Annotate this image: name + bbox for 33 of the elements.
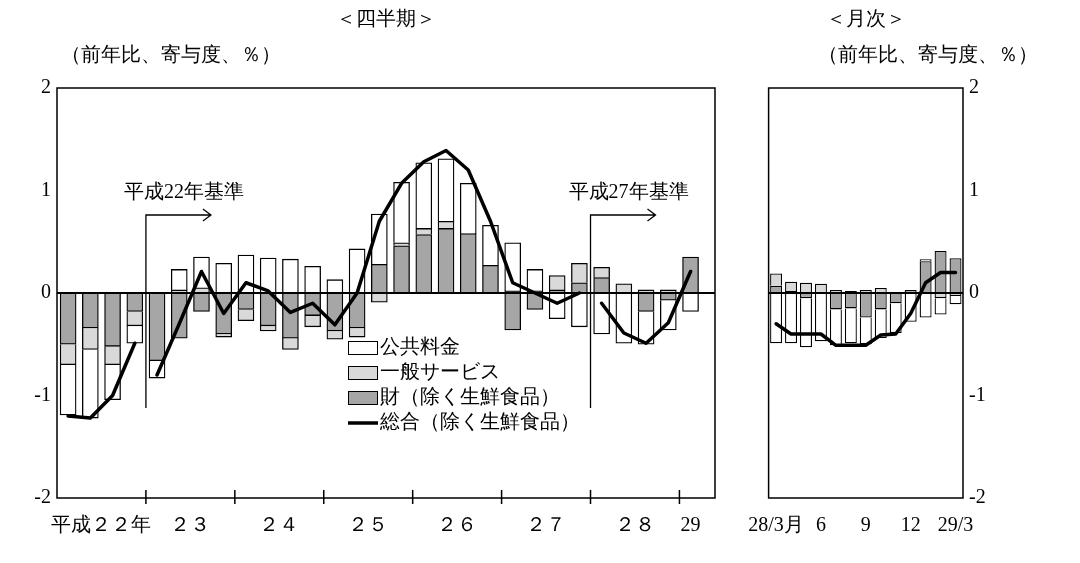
y2-axis-title: （前年比、寄与度、％） <box>818 43 1038 66</box>
x-tick-label: 29 <box>680 513 701 536</box>
y2-tick-label: 0 <box>969 280 979 303</box>
x-tick-label: ２７ <box>526 513 567 536</box>
legend-label: 総合（除く生鮮食品） <box>379 410 580 433</box>
y-tick-label: 2 <box>41 75 51 98</box>
ref-line-label: 平成22年基準 <box>123 180 244 203</box>
x-tick-label: ２４ <box>259 513 300 536</box>
legend-label: 公共料金 <box>380 335 460 358</box>
legend-label: 一般サービス <box>380 360 500 383</box>
chart-title: ＜四半期＞ <box>336 7 436 30</box>
x-tick-label: 6 <box>815 513 826 536</box>
x-tick-label: 9 <box>860 513 871 536</box>
y-tick-label: 1 <box>41 177 51 200</box>
x-tick-label: 平成２２年 <box>51 513 152 536</box>
y2-tick-label: -2 <box>969 485 986 508</box>
legend-label: 財（除く生鮮食品） <box>380 385 560 408</box>
ref-line-label: 平成27年基準 <box>568 180 689 203</box>
x-tick-label: 12 <box>900 513 921 536</box>
x-tick-label: ２３ <box>170 513 211 536</box>
y-tick-label: -1 <box>34 382 51 405</box>
chart-title: ＜月次＞ <box>825 7 906 30</box>
x-tick-label: ２８ <box>614 513 655 536</box>
y2-tick-label: -1 <box>969 382 986 405</box>
y-axis-title: （前年比、寄与度、％） <box>61 43 281 66</box>
x-tick-label: 29/3 <box>937 513 974 536</box>
x-tick-label: ２６ <box>437 513 478 536</box>
y2-tick-label: 2 <box>969 75 979 98</box>
x-tick-label: ２５ <box>348 513 389 536</box>
y2-tick-label: 1 <box>969 177 979 200</box>
y-tick-label: -2 <box>34 485 51 508</box>
y-tick-label: 0 <box>41 280 51 303</box>
x-tick-label: 28/3月 <box>748 513 804 536</box>
